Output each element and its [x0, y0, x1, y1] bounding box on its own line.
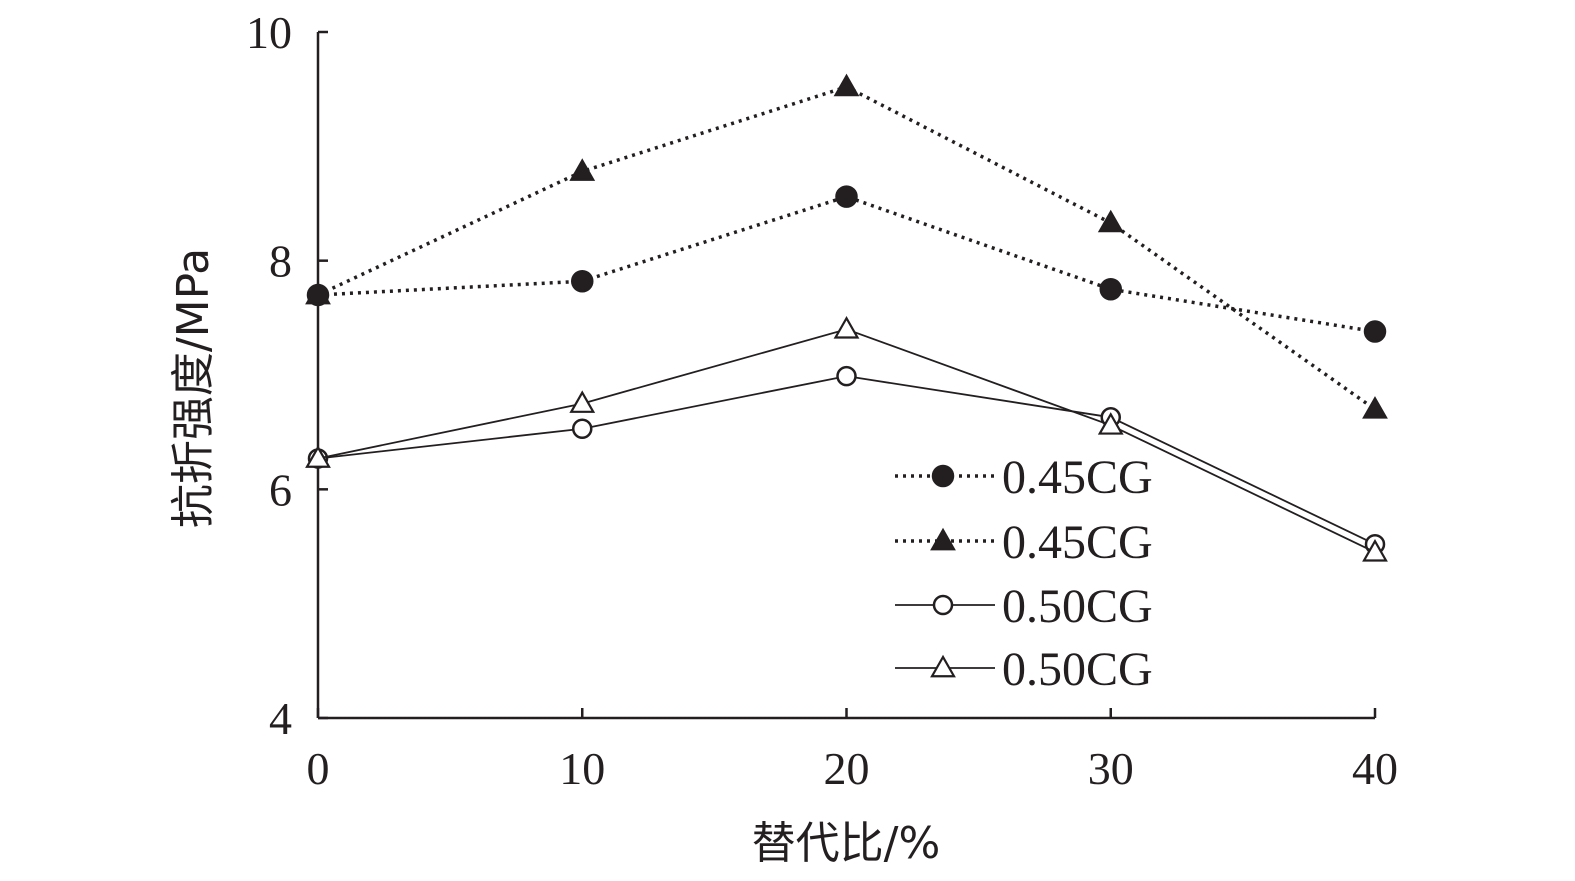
data-point [305, 445, 331, 468]
legend-marker [930, 654, 956, 678]
y-tick-label: 10 [246, 7, 292, 58]
legend-item: 0.50CG [895, 580, 1153, 633]
series-3 [305, 316, 1388, 562]
data-point [836, 365, 857, 387]
data-point [305, 281, 331, 305]
legend-marker [932, 594, 954, 616]
x-ticks: 0 10 20 30 40 [307, 708, 1398, 794]
data-point [1362, 396, 1388, 419]
data-point [833, 73, 860, 97]
x-tick-label: 10 [559, 743, 605, 794]
data-point [1097, 209, 1124, 233]
data-point [1363, 320, 1387, 343]
series-group [305, 73, 1388, 562]
data-point [1099, 278, 1122, 301]
data-point [569, 390, 596, 413]
x-tick-label: 30 [1088, 743, 1134, 794]
x-tick-label: 20 [824, 743, 870, 794]
x-tick-label: 40 [1352, 743, 1398, 794]
legend-item: 0.45CG [895, 516, 1153, 569]
x-axis-title: 替代比/% [752, 818, 941, 869]
y-tick-label: 8 [269, 236, 292, 287]
legend-item: 0.50CG [895, 643, 1153, 696]
y-ticks: 4 6 8 10 [246, 7, 328, 744]
series-2 [307, 365, 1386, 555]
series-1 [305, 73, 1388, 419]
series-line [317, 194, 1376, 334]
legend-item: 0.45CG [895, 451, 1153, 504]
series-line [317, 375, 1376, 546]
legend-marker [931, 464, 955, 488]
legend-label: 0.50CG [1002, 580, 1153, 633]
legend-label: 0.45CG [1002, 516, 1153, 569]
data-point [833, 316, 860, 339]
data-point [835, 185, 858, 208]
data-point [1097, 412, 1124, 435]
legend: 0.45CG 0.45CG 0.50CG 0.50CG [895, 451, 1153, 696]
data-point [571, 269, 594, 293]
y-axis-title: 抗折强度/MPa [168, 248, 219, 528]
legend-label: 0.50CG [1002, 643, 1153, 696]
data-point [1362, 538, 1388, 562]
legend-label: 0.45CG [1002, 451, 1153, 504]
legend-marker [930, 527, 956, 551]
y-tick-label: 6 [269, 464, 292, 515]
data-point [569, 158, 596, 181]
y-tick-label: 4 [269, 693, 292, 744]
x-tick-label: 0 [307, 743, 330, 794]
series-line [317, 84, 1377, 411]
data-point [572, 418, 593, 439]
